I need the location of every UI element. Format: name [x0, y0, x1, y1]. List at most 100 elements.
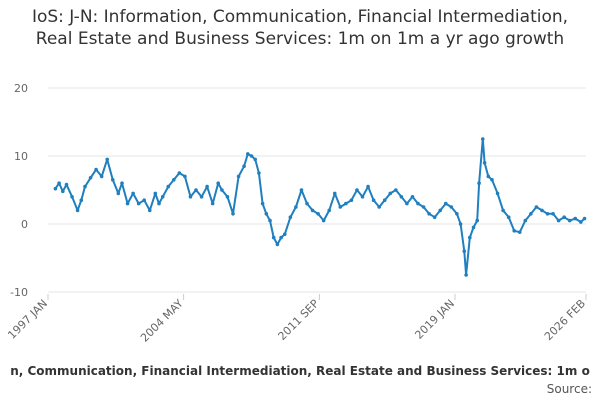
data-point[interactable] — [506, 215, 511, 219]
data-point[interactable] — [125, 201, 130, 206]
data-point[interactable] — [427, 212, 431, 216]
data-point[interactable] — [166, 184, 171, 189]
data-point[interactable] — [120, 181, 124, 185]
data-point[interactable] — [260, 201, 265, 206]
data-point[interactable] — [523, 218, 528, 223]
data-point[interactable] — [147, 208, 152, 213]
data-point[interactable] — [242, 164, 246, 168]
data-point[interactable] — [246, 152, 250, 156]
data-point[interactable] — [371, 198, 376, 202]
data-point[interactable] — [579, 220, 583, 224]
data-point[interactable] — [199, 195, 204, 199]
data-point[interactable] — [443, 201, 448, 206]
data-point[interactable] — [449, 205, 454, 209]
data-point[interactable] — [332, 191, 337, 196]
data-point[interactable] — [75, 208, 80, 213]
data-point[interactable] — [501, 208, 505, 213]
data-point[interactable] — [294, 205, 298, 209]
data-point[interactable] — [225, 195, 230, 199]
data-point[interactable] — [279, 235, 283, 240]
data-point[interactable] — [573, 216, 578, 221]
data-point[interactable] — [382, 198, 387, 202]
data-point[interactable] — [366, 184, 370, 189]
data-point[interactable] — [327, 208, 332, 213]
data-point[interactable] — [88, 175, 93, 180]
data-point[interactable] — [512, 229, 517, 233]
data-point[interactable] — [268, 218, 272, 223]
data-point[interactable] — [458, 222, 463, 226]
data-point[interactable] — [416, 201, 420, 206]
data-point[interactable] — [236, 174, 241, 179]
data-point[interactable] — [338, 205, 343, 209]
data-point[interactable] — [486, 174, 491, 179]
data-point[interactable] — [249, 154, 254, 158]
data-point[interactable] — [471, 225, 476, 230]
data-point[interactable] — [210, 201, 215, 206]
data-point[interactable] — [534, 205, 539, 209]
data-point[interactable] — [475, 218, 480, 223]
data-point[interactable] — [205, 184, 209, 189]
data-point[interactable] — [57, 181, 61, 185]
data-point[interactable] — [172, 178, 176, 182]
data-point[interactable] — [188, 195, 193, 199]
data-point[interactable] — [388, 191, 393, 196]
data-point[interactable] — [562, 215, 566, 219]
data-point[interactable] — [399, 195, 404, 199]
data-point[interactable] — [477, 181, 481, 185]
data-point[interactable] — [421, 205, 426, 209]
data-point[interactable] — [462, 249, 467, 253]
data-point[interactable] — [310, 208, 315, 213]
data-point[interactable] — [355, 188, 359, 192]
data-point[interactable] — [551, 212, 555, 216]
data-point[interactable] — [220, 188, 224, 192]
data-point[interactable] — [110, 178, 115, 182]
data-point[interactable] — [517, 230, 522, 234]
data-point[interactable] — [349, 198, 354, 202]
data-point[interactable] — [136, 201, 141, 206]
data-point[interactable] — [344, 201, 348, 206]
data-point[interactable] — [582, 216, 587, 221]
data-point[interactable] — [394, 188, 398, 192]
data-point[interactable] — [495, 191, 500, 196]
data-point[interactable] — [61, 189, 65, 194]
data-point[interactable] — [257, 171, 261, 175]
data-point[interactable] — [321, 218, 326, 223]
data-point[interactable] — [70, 195, 74, 199]
data-point[interactable] — [545, 212, 550, 216]
data-point[interactable] — [490, 178, 494, 182]
data-point[interactable] — [377, 205, 381, 209]
data-point[interactable] — [153, 191, 158, 196]
data-point[interactable] — [131, 191, 135, 196]
data-point[interactable] — [142, 198, 147, 202]
data-point[interactable] — [305, 201, 309, 206]
data-point[interactable] — [231, 212, 235, 216]
data-point[interactable] — [480, 137, 485, 141]
data-point[interactable] — [556, 218, 561, 223]
data-point[interactable] — [275, 242, 280, 247]
data-point[interactable] — [99, 174, 104, 179]
data-point[interactable] — [432, 215, 437, 219]
data-point[interactable] — [183, 174, 187, 179]
data-point[interactable] — [482, 161, 487, 165]
data-point[interactable] — [53, 186, 58, 191]
data-point[interactable] — [288, 215, 293, 219]
data-point[interactable] — [79, 198, 84, 202]
data-point[interactable] — [253, 157, 258, 162]
data-point[interactable] — [316, 212, 320, 216]
data-point[interactable] — [464, 273, 468, 277]
data-point[interactable] — [438, 208, 443, 213]
data-point[interactable] — [194, 188, 198, 192]
data-point[interactable] — [299, 188, 304, 192]
data-point[interactable] — [83, 184, 87, 189]
data-point[interactable] — [216, 181, 221, 185]
data-point[interactable] — [105, 157, 110, 162]
data-point[interactable] — [360, 195, 365, 199]
data-point[interactable] — [455, 212, 459, 216]
data-point[interactable] — [540, 208, 544, 213]
data-point[interactable] — [405, 201, 409, 206]
data-point[interactable] — [468, 235, 472, 240]
data-point[interactable] — [529, 212, 533, 216]
data-point[interactable] — [116, 191, 121, 196]
data-point[interactable] — [264, 212, 269, 216]
data-point[interactable] — [271, 235, 276, 240]
